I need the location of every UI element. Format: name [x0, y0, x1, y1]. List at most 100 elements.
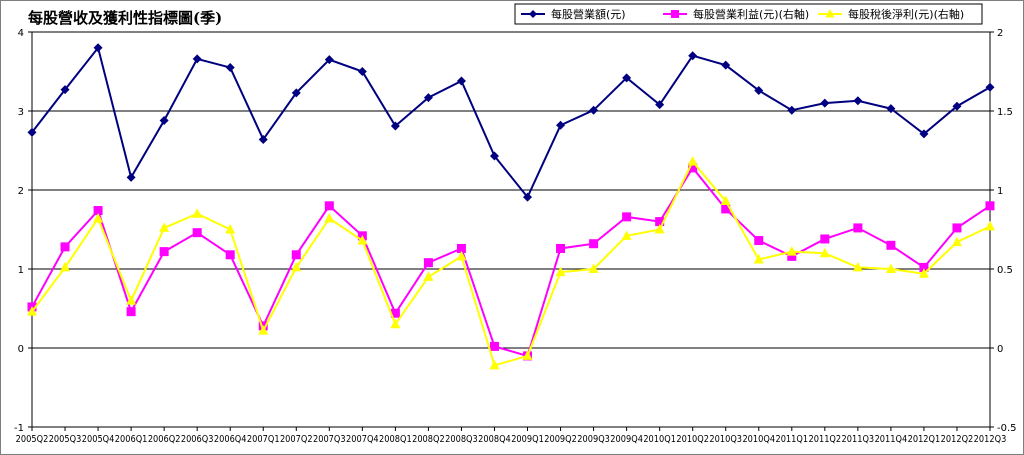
- data-point: [919, 262, 929, 272]
- data-point: [390, 318, 401, 329]
- series-group: [27, 43, 995, 370]
- right-tick-label: 0: [997, 344, 1003, 355]
- data-point: [192, 228, 202, 238]
- x-tick-label: 2005Q2: [16, 434, 49, 445]
- data-point: [687, 156, 698, 166]
- x-tick-label: 2007Q2: [280, 434, 313, 445]
- data-point: [588, 263, 599, 273]
- data-point: [258, 134, 268, 144]
- chart-title: 每股營收及獲利性指標圖(季): [28, 9, 222, 27]
- x-tick-label: 2008Q2: [412, 434, 445, 445]
- data-point: [126, 295, 137, 305]
- left-tick-label: 1: [18, 265, 24, 276]
- data-point: [60, 261, 71, 272]
- data-point: [126, 307, 136, 317]
- legend-label: 每股稅後淨利(元)(右軸): [848, 7, 964, 21]
- data-point: [456, 250, 467, 261]
- x-tick-label: 2006Q4: [214, 434, 247, 445]
- data-point: [390, 121, 400, 131]
- right-tick-label: 1.5: [997, 107, 1013, 118]
- data-point: [324, 201, 334, 211]
- x-tick-label: 2011Q3: [842, 434, 875, 445]
- left-tick-label: 3: [18, 107, 24, 118]
- data-point: [27, 306, 37, 316]
- x-tick-label: 2007Q4: [346, 434, 379, 445]
- data-point: [688, 51, 698, 61]
- data-point: [225, 63, 235, 73]
- x-tick-label: 2008Q4: [478, 434, 511, 445]
- data-point: [655, 217, 665, 227]
- x-tick-label: 2010Q1: [643, 434, 676, 445]
- data-point: [423, 258, 433, 268]
- legend-label: 每股營業利益(元)(右軸): [693, 7, 809, 21]
- data-point: [529, 10, 537, 18]
- legend-label: 每股營業額(元): [551, 7, 626, 21]
- x-tick-label: 2012Q1: [908, 434, 941, 445]
- data-point: [622, 73, 632, 83]
- data-point: [522, 350, 533, 360]
- data-point: [918, 268, 929, 278]
- data-point: [489, 359, 500, 370]
- data-point: [721, 60, 731, 70]
- data-point: [423, 271, 434, 281]
- data-point: [192, 208, 203, 218]
- data-point: [885, 263, 896, 273]
- data-point: [621, 230, 632, 240]
- data-point: [357, 67, 367, 76]
- data-point: [456, 243, 466, 253]
- left-tick-label: 2: [18, 186, 24, 197]
- data-point: [192, 54, 202, 64]
- data-point: [671, 10, 679, 18]
- x-tick-label: 2005Q4: [82, 434, 115, 445]
- x-tick-label: 2012Q3: [974, 434, 1007, 445]
- series-3: [27, 156, 995, 370]
- data-point: [523, 192, 533, 202]
- x-tick-label: 2005Q3: [49, 434, 82, 445]
- data-point: [985, 201, 995, 211]
- data-point: [60, 242, 70, 252]
- data-point: [291, 261, 302, 272]
- data-point: [819, 247, 830, 258]
- data-point: [489, 341, 499, 351]
- x-tick-label: 2006Q3: [181, 434, 214, 445]
- x-tick-label: 2009Q4: [610, 434, 643, 445]
- data-point: [720, 195, 731, 206]
- data-point: [324, 55, 334, 65]
- data-point: [820, 234, 830, 244]
- data-point: [93, 206, 103, 216]
- data-point: [951, 236, 962, 247]
- x-tick-label: 2009Q2: [544, 434, 577, 445]
- x-tick-label: 2008Q1: [379, 434, 412, 445]
- data-point: [225, 224, 236, 234]
- data-point: [225, 250, 235, 260]
- x-tick-label: 2008Q3: [445, 434, 478, 445]
- x-tick-label: 2010Q3: [709, 434, 742, 445]
- right-axis: -0.5 0 0.5 1 1.5 2: [990, 28, 1017, 434]
- x-tick-label: 2006Q2: [148, 434, 181, 445]
- data-point: [754, 85, 764, 95]
- data-point: [93, 43, 103, 53]
- x-tick-label: 2007Q3: [313, 434, 346, 445]
- data-point: [721, 204, 731, 214]
- data-point: [753, 254, 764, 264]
- right-tick-label: 1: [997, 186, 1003, 197]
- data-point: [556, 243, 566, 253]
- data-point: [291, 88, 301, 98]
- data-point: [919, 129, 929, 139]
- data-point: [589, 239, 599, 249]
- data-point: [985, 82, 995, 92]
- data-point: [423, 93, 433, 103]
- data-point: [27, 127, 37, 137]
- data-point: [787, 105, 797, 115]
- right-tick-label: 0.5: [997, 265, 1013, 276]
- data-point: [820, 98, 830, 108]
- x-tick-label: 2011Q2: [809, 434, 842, 445]
- data-point: [688, 163, 698, 173]
- data-point: [324, 212, 335, 223]
- data-point: [456, 76, 466, 86]
- series-line: [31, 159, 991, 367]
- data-point: [654, 224, 665, 234]
- data-point: [786, 246, 797, 256]
- series-line: [31, 166, 991, 358]
